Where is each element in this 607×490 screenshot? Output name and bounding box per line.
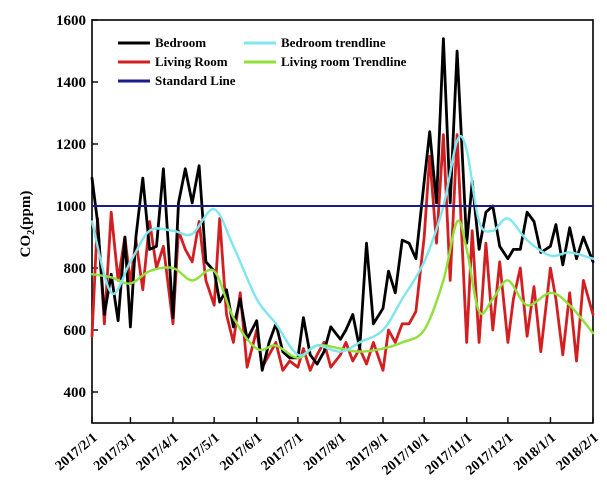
y-tick-label: 600 xyxy=(64,323,87,339)
y-tick-label: 1400 xyxy=(56,75,86,91)
y-axis-title-main: CO xyxy=(18,235,34,258)
series-line-bedroom xyxy=(90,37,595,372)
y-tick-label: 1600 xyxy=(56,13,86,29)
legend: Bedroom Bedroom trendline Living Room Li… xyxy=(118,35,407,88)
y-tick-label: 1200 xyxy=(56,137,86,153)
series-line-bedroom-trend xyxy=(90,135,595,357)
legend-label-bedroom: Bedroom xyxy=(155,35,206,50)
x-tick-label: 2018/2/1 xyxy=(554,431,602,474)
x-tick-label: 2017/5/1 xyxy=(175,431,223,474)
y-tick-label: 1000 xyxy=(56,199,86,215)
y-axis-title: CO2(ppm) xyxy=(18,191,37,258)
x-tick-label: 2017/7/1 xyxy=(259,431,307,474)
series-lines xyxy=(90,37,595,372)
x-tick-label: 2017/8/1 xyxy=(301,431,349,474)
x-tick-label: 2017/3/1 xyxy=(91,431,139,474)
x-tick-label: 2018/1/1 xyxy=(511,431,559,474)
legend-label-bedroom-trendline: Bedroom trendline xyxy=(281,35,386,50)
legend-label-living-room: Living Room xyxy=(155,54,228,69)
legend-label-living-room-trendline: Living room Trendline xyxy=(281,54,407,69)
y-tick-label: 400 xyxy=(64,385,87,401)
y-axis-title-sub: 2 xyxy=(26,230,37,235)
x-tick-label: 2017/4/1 xyxy=(134,431,182,474)
legend-label-standard-line: Standard Line xyxy=(155,73,236,88)
y-axis-title-unit: (ppm) xyxy=(18,191,34,230)
series-line-living-trend xyxy=(90,219,595,360)
y-tick-label: 800 xyxy=(64,261,87,277)
x-tick-label: 2017/6/1 xyxy=(218,431,266,474)
x-tick-label: 2017/2/1 xyxy=(53,431,101,474)
x-axis-ticks: 2017/2/12017/3/12017/4/12017/5/12017/6/1… xyxy=(53,417,602,479)
series-line-living xyxy=(90,133,595,372)
